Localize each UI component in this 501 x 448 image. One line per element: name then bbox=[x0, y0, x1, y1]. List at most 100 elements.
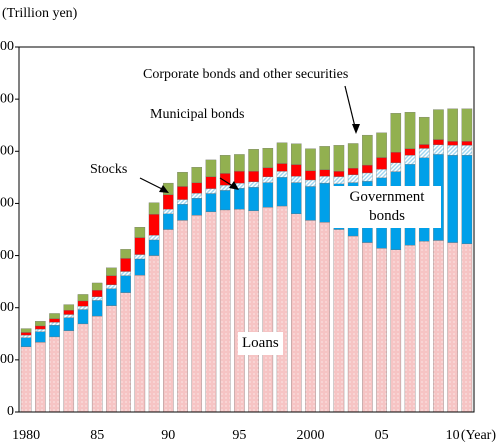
series-label: Corporate bonds and other securities bbox=[143, 67, 348, 82]
bar-segment bbox=[205, 159, 217, 177]
bar-segment bbox=[234, 209, 245, 413]
series-label: Loans bbox=[238, 332, 283, 355]
bar-segment bbox=[49, 336, 60, 413]
bar-segment bbox=[347, 143, 359, 169]
bar-segment bbox=[447, 145, 458, 156]
bar-segment bbox=[290, 164, 302, 177]
bar-segment bbox=[418, 148, 430, 158]
bar-segment bbox=[49, 322, 60, 326]
bar-segment bbox=[362, 242, 373, 413]
bar-segment bbox=[290, 143, 302, 165]
bar-segment bbox=[276, 205, 288, 413]
bar-segment bbox=[290, 176, 302, 183]
bar-segment bbox=[20, 346, 32, 413]
y-tick-label: 800 bbox=[0, 196, 14, 211]
bar-segment bbox=[390, 113, 402, 153]
bar-segment bbox=[91, 300, 103, 317]
bar-segment bbox=[319, 182, 330, 223]
bar-segment bbox=[20, 337, 32, 347]
bar-segment bbox=[219, 185, 231, 191]
bar-segment bbox=[418, 144, 430, 149]
bar-segment bbox=[362, 134, 373, 166]
bar-segment bbox=[333, 229, 345, 413]
bar-segment bbox=[305, 179, 316, 187]
bar-segment bbox=[91, 282, 103, 291]
bar-segment bbox=[49, 313, 60, 319]
bar-segment bbox=[120, 249, 131, 259]
arrow-head bbox=[159, 185, 169, 193]
bar-segment bbox=[376, 132, 387, 158]
bar-segment bbox=[447, 108, 458, 142]
bar-segment bbox=[219, 155, 231, 174]
bar-segment bbox=[120, 271, 131, 276]
bar-segment bbox=[362, 164, 373, 174]
bar-segment bbox=[234, 154, 245, 172]
bar-segment bbox=[35, 325, 46, 330]
bar-segment bbox=[404, 148, 416, 156]
bar-segment bbox=[77, 300, 89, 307]
bar-segment bbox=[305, 220, 316, 413]
bar-segment bbox=[461, 155, 473, 244]
bar-segment bbox=[163, 229, 174, 413]
y-tick-label: 0 bbox=[7, 404, 14, 419]
bar-segment bbox=[148, 214, 160, 236]
x-tick-label: 1980 bbox=[12, 428, 40, 443]
bar-segment bbox=[404, 244, 416, 413]
bar-segment bbox=[191, 215, 203, 413]
bar-segment bbox=[404, 155, 416, 165]
bar-segment bbox=[106, 275, 117, 285]
y-axis-label: (Trillion yen) bbox=[2, 6, 78, 21]
bar-segment bbox=[191, 193, 203, 199]
bar-segment bbox=[319, 169, 330, 177]
bar-segment bbox=[234, 171, 245, 184]
bar-segment bbox=[418, 241, 430, 413]
bar-segment bbox=[163, 194, 174, 210]
y-tick-label: 200 bbox=[0, 352, 14, 367]
bar-segment bbox=[35, 328, 46, 332]
bar-segment bbox=[262, 207, 274, 413]
bar-segment bbox=[447, 141, 458, 146]
series-label: Government bonds bbox=[333, 186, 441, 228]
bar-segment bbox=[205, 176, 217, 189]
bar-segment bbox=[262, 176, 274, 183]
bar-segment bbox=[319, 222, 330, 413]
bar-segment bbox=[234, 188, 245, 210]
bar-segment bbox=[390, 162, 402, 172]
bar-segment bbox=[177, 171, 188, 187]
arrow-head bbox=[352, 124, 360, 134]
bar-segment bbox=[77, 294, 89, 302]
x-tick-label: 10 bbox=[446, 428, 460, 443]
bar-segment bbox=[390, 152, 402, 163]
bar-segment bbox=[418, 116, 430, 145]
bar-segment bbox=[347, 235, 359, 413]
bar-segment bbox=[319, 176, 330, 184]
x-tick-label: 85 bbox=[90, 428, 104, 443]
y-tick-label: 400 bbox=[0, 300, 14, 315]
bar-segment bbox=[262, 167, 274, 177]
bar-segment bbox=[248, 149, 259, 172]
bar-segment bbox=[20, 328, 32, 333]
bar-segment bbox=[347, 168, 359, 175]
bar-segment bbox=[276, 177, 288, 207]
arrow-head bbox=[229, 181, 239, 190]
bar-segment bbox=[248, 210, 259, 413]
x-axis-label: (Year) bbox=[461, 428, 496, 443]
bar-segment bbox=[148, 255, 160, 413]
bar-segment bbox=[362, 172, 373, 182]
bar-segment bbox=[20, 332, 32, 336]
bar-segment bbox=[248, 187, 259, 211]
bar-segment bbox=[461, 141, 473, 146]
bar-segment bbox=[290, 213, 302, 413]
bar-segment bbox=[63, 304, 75, 311]
bar-segment bbox=[191, 198, 203, 216]
bar-segment bbox=[433, 240, 444, 413]
bar-segment bbox=[148, 235, 160, 241]
bar-segment bbox=[35, 331, 46, 343]
bar-segment bbox=[305, 186, 316, 221]
bar-segment bbox=[319, 146, 330, 170]
x-tick-label: 05 bbox=[375, 428, 389, 443]
bar-segment bbox=[305, 148, 316, 171]
bar-segment bbox=[177, 220, 188, 413]
bar-segment bbox=[106, 284, 117, 289]
y-tick-label: 1,400 bbox=[0, 39, 14, 54]
